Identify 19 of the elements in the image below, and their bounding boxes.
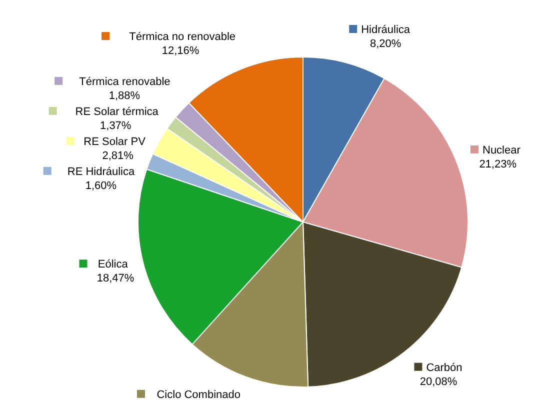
legend-label: Carbón [426,362,462,374]
data-label: 18,47% [96,272,134,285]
legend-label: Eólica [98,258,129,271]
legend-label: Térmica renovable [79,76,170,88]
legend-label: RE Solar PV [84,136,146,148]
data-label: 8,20% [370,38,402,50]
data-label: 1,37% [100,120,132,132]
data-label: 1,88% [108,90,140,102]
data-label: 21,23% [479,158,517,170]
legend-label: RE Hidráulica [67,166,136,178]
legend-label: Nuclear [482,144,521,156]
legend-label: RE Solar térmica [75,106,160,118]
data-label: 1,60% [85,180,117,192]
legend-label: Térmica no renovable [129,31,236,44]
data-label: 2,81% [102,150,134,162]
data-label: 12,16% [162,45,200,58]
legend-label: Ciclo Combinado [156,388,241,401]
legend-label: Hidráulica [361,24,411,36]
data-label: 20,08% [420,376,458,388]
